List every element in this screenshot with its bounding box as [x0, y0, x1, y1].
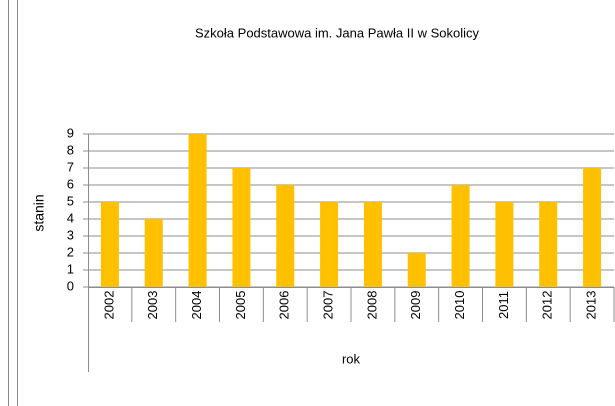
- x-tick-label: 2006: [277, 291, 292, 320]
- y-tick-label: 2: [67, 244, 74, 259]
- y-tick-label: 8: [67, 142, 74, 157]
- y-tick-label: 7: [67, 159, 74, 174]
- y-tick-label: 4: [67, 210, 74, 225]
- x-tick-label: 2007: [321, 291, 336, 320]
- y-tick-label: 1: [67, 261, 74, 276]
- bar: [144, 219, 163, 287]
- bar: [276, 185, 295, 287]
- x-tick-label: 2003: [145, 291, 160, 320]
- y-tick-label: 6: [67, 176, 74, 191]
- y-tick-label: 0: [67, 278, 74, 293]
- y-tick-label: 5: [67, 193, 74, 208]
- y-tick-label: 9: [67, 125, 74, 140]
- x-tick-label: 2004: [189, 291, 204, 320]
- x-tick-label: 2008: [364, 291, 379, 320]
- bar: [363, 202, 382, 287]
- x-tick-label: 2012: [540, 291, 555, 320]
- x-tick-label: 2002: [101, 291, 116, 320]
- x-tick-label: 2010: [452, 291, 467, 320]
- bar: [232, 168, 251, 287]
- x-tick-label: 2013: [584, 291, 599, 320]
- bar: [451, 185, 470, 287]
- x-axis-label: rok: [342, 351, 361, 366]
- x-tick-label: 2011: [496, 291, 511, 319]
- bar: [407, 253, 426, 287]
- bar: [495, 202, 514, 287]
- bar: [539, 202, 558, 287]
- bar: [188, 134, 207, 287]
- chart-title: Szkoła Podstawowa im. Jana Pawła II w So…: [195, 25, 479, 40]
- bar: [100, 202, 119, 287]
- y-axis-label: stanin: [31, 194, 47, 231]
- bar: [320, 202, 339, 287]
- y-tick-label: 3: [67, 227, 74, 242]
- bar: [583, 168, 602, 287]
- x-tick-label: 2005: [233, 291, 248, 320]
- x-tick-label: 2009: [408, 291, 423, 320]
